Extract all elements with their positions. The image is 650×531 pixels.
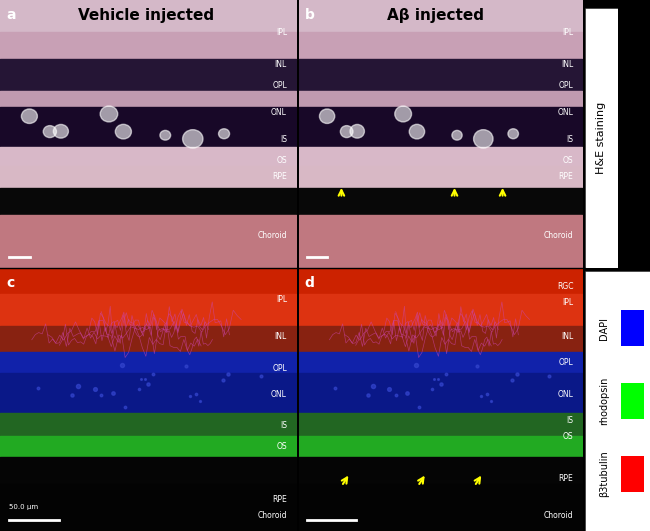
Text: a: a — [6, 8, 16, 22]
Text: d: d — [305, 276, 315, 290]
Text: b: b — [305, 8, 315, 22]
Text: Aβ injected: Aβ injected — [387, 8, 484, 23]
Text: Choroid: Choroid — [543, 511, 573, 520]
Text: ONL: ONL — [558, 108, 573, 117]
Circle shape — [350, 124, 365, 138]
Text: OPL: OPL — [558, 81, 573, 90]
Circle shape — [474, 130, 493, 148]
Text: OPL: OPL — [272, 364, 287, 373]
Text: Vehicle injected: Vehicle injected — [78, 8, 214, 23]
Circle shape — [319, 109, 335, 124]
Text: IS: IS — [566, 135, 573, 144]
Bar — [621, 310, 644, 346]
Text: rhodopsin: rhodopsin — [599, 376, 610, 425]
Circle shape — [218, 129, 229, 139]
Text: Choroid: Choroid — [543, 232, 573, 241]
Circle shape — [21, 109, 38, 124]
Text: ONL: ONL — [271, 390, 287, 399]
Text: IPL: IPL — [562, 298, 573, 307]
Text: c: c — [6, 276, 14, 290]
Text: OS: OS — [563, 432, 573, 441]
Text: OS: OS — [563, 157, 573, 165]
Circle shape — [452, 131, 462, 140]
Text: β3tubulin: β3tubulin — [599, 450, 610, 497]
Text: OS: OS — [276, 442, 287, 451]
Text: H&E staining: H&E staining — [596, 102, 606, 174]
Text: INL: INL — [561, 60, 573, 69]
Text: OS: OS — [276, 157, 287, 165]
Circle shape — [115, 124, 131, 139]
Text: INL: INL — [275, 332, 287, 341]
Text: ONL: ONL — [271, 108, 287, 117]
Text: IS: IS — [280, 135, 287, 144]
Circle shape — [53, 124, 68, 138]
Circle shape — [183, 130, 203, 148]
Text: Choroid: Choroid — [257, 511, 287, 520]
Circle shape — [341, 126, 353, 138]
Circle shape — [44, 126, 57, 138]
Circle shape — [395, 106, 411, 122]
Text: OPL: OPL — [272, 81, 287, 90]
Bar — [621, 456, 644, 492]
Bar — [621, 383, 644, 419]
Circle shape — [410, 124, 424, 139]
Text: RGC: RGC — [557, 282, 573, 291]
Text: ONL: ONL — [558, 390, 573, 399]
Text: RPE: RPE — [272, 495, 287, 504]
Text: DAPI: DAPI — [599, 316, 610, 339]
Text: 50.0 μm: 50.0 μm — [9, 504, 38, 510]
Text: IPL: IPL — [562, 28, 573, 37]
Text: IPL: IPL — [276, 28, 287, 37]
Text: IS: IS — [280, 422, 287, 430]
Text: INL: INL — [275, 60, 287, 69]
Circle shape — [508, 129, 519, 139]
Text: OPL: OPL — [558, 358, 573, 367]
Circle shape — [100, 106, 118, 122]
Text: RPE: RPE — [558, 474, 573, 483]
Text: RPE: RPE — [272, 173, 287, 182]
Text: Choroid: Choroid — [257, 232, 287, 241]
Text: IS: IS — [566, 416, 573, 425]
Text: IPL: IPL — [276, 295, 287, 304]
Text: INL: INL — [561, 332, 573, 341]
Circle shape — [160, 131, 171, 140]
Text: RPE: RPE — [558, 173, 573, 182]
